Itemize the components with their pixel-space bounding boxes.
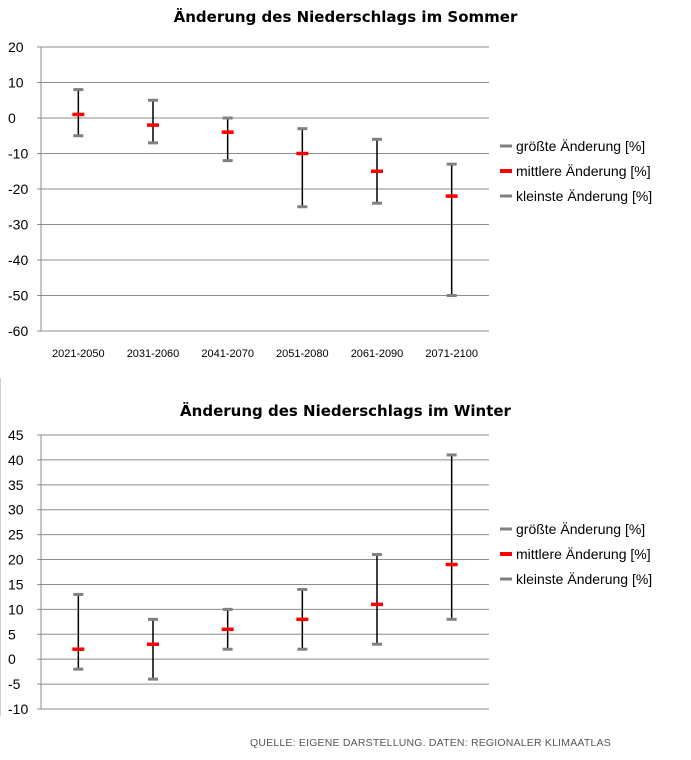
y-tick-label: 20 — [8, 39, 24, 55]
plot-area: 454035302520151050-5-102021-20502031-206… — [8, 427, 652, 717]
x-tick-label: 2021-2050 — [52, 348, 105, 360]
chart-title: Änderung des Niederschlags im Sommer — [173, 8, 518, 26]
plot-area: 20 10 0 -10 -20 -30 -40 -50 -60 2021-2050 2031-206… — [8, 39, 652, 360]
x-tick-label: 2071-2100 — [425, 348, 478, 360]
y-tick-label: 10 — [8, 75, 24, 91]
y-tick-label: -10 — [8, 146, 28, 162]
y-tick-label: -30 — [8, 217, 28, 233]
y-tick-label: 15 — [8, 576, 24, 592]
source-note: QUELLE: EIGENE DARSTELLUNG. DATEN: REGIO… — [250, 737, 611, 749]
y-tick-label: -40 — [8, 252, 28, 268]
y-tick-label: 25 — [8, 527, 24, 543]
legend-label: mittlere Änderung [%] — [516, 163, 651, 179]
legend-label: kleinste Änderung [%] — [516, 188, 652, 204]
y-tick-label: 0 — [8, 110, 16, 126]
y-tick-label: 0 — [8, 651, 16, 667]
x-tick-label: 2051-2080 — [276, 348, 329, 360]
chart-summer: Änderung des Niederschlags im Sommer 20 1… — [0, 0, 691, 370]
y-tick-label: 20 — [8, 552, 24, 568]
y-tick-label: -10 — [8, 701, 28, 717]
y-tick-label: -50 — [8, 288, 28, 304]
y-tick-label: 5 — [8, 626, 16, 642]
y-tick-label: 40 — [8, 452, 24, 468]
y-tick-label: 45 — [8, 427, 24, 443]
y-tick-label: -60 — [8, 323, 28, 339]
y-tick-label: 30 — [8, 502, 24, 518]
y-tick-label: 35 — [8, 477, 24, 493]
x-tick-label: 2061-2090 — [351, 348, 404, 360]
legend-label: größte Änderung [%] — [516, 138, 645, 154]
y-tick-label: 10 — [8, 601, 24, 617]
y-tick-label: -5 — [8, 676, 21, 692]
x-tick-label: 2031-2060 — [127, 348, 180, 360]
legend-label: kleinste Änderung [%] — [516, 571, 652, 587]
y-tick-label: -20 — [8, 181, 28, 197]
legend-label: größte Änderung [%] — [516, 521, 645, 537]
chart-title: Änderung des Niederschlags im Winter — [180, 402, 511, 420]
panel-border — [0, 378, 1, 716]
x-tick-label: 2041-2070 — [201, 348, 254, 360]
legend-label: mittlere Änderung [%] — [516, 546, 651, 562]
chart-winter: Änderung des Niederschlags im Winter 45 4… — [0, 378, 691, 718]
